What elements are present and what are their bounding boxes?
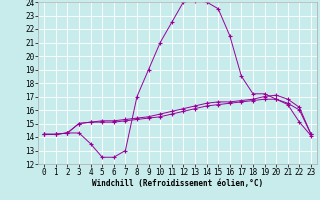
X-axis label: Windchill (Refroidissement éolien,°C): Windchill (Refroidissement éolien,°C)	[92, 179, 263, 188]
